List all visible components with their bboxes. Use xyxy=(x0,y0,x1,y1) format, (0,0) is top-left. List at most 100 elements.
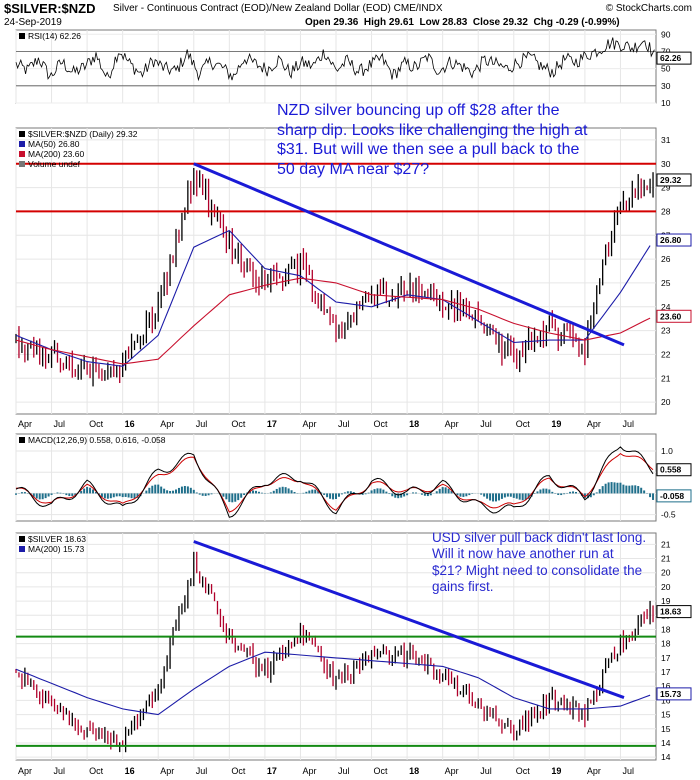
chart-symbol: $SILVER:$NZD xyxy=(4,1,96,16)
usd-xtick-label: Jul xyxy=(196,766,208,776)
usd-xtick-label: Jul xyxy=(480,766,492,776)
low-value: Low 28.83 xyxy=(419,17,468,28)
usd-xtick-label: 17 xyxy=(267,766,277,776)
rsi-ytick-label: 10 xyxy=(661,98,671,108)
nzd-trendline xyxy=(193,162,625,347)
nzd-xtick-label: Apr xyxy=(302,419,316,429)
nzd-ytick-label: 30 xyxy=(661,159,671,169)
usd-last-value-label: 18.63 xyxy=(660,607,682,617)
nzd-xtick-label: Jul xyxy=(622,419,634,429)
usd-xtick-label: Apr xyxy=(160,766,174,776)
nzd-legend-swatch xyxy=(19,161,25,167)
nzd-ytick-label: 21 xyxy=(661,373,671,383)
nzd-xtick-label: Oct xyxy=(231,419,246,429)
nzd-ytick-label: 24 xyxy=(661,302,671,312)
nzd-xtick-label: Oct xyxy=(374,419,389,429)
nzd-last-value-box xyxy=(656,173,692,187)
macd-legend-entry: MACD(12,26,9) 0.558, 0.616, -0.058 xyxy=(28,435,166,445)
usd-last-value-label: 15.73 xyxy=(660,689,682,699)
usd-xtick-label: Jul xyxy=(54,766,66,776)
nzd-xtick-label: Apr xyxy=(587,419,601,429)
nzd-xtick-label: Apr xyxy=(18,419,32,429)
nzd-xtick-label: 19 xyxy=(551,419,561,429)
rsi-ytick-label: 30 xyxy=(661,81,671,91)
rsi-last-value-box xyxy=(656,51,692,65)
usd-xtick-label: Oct xyxy=(89,766,104,776)
nzd-last-value-label: 29.32 xyxy=(660,175,682,185)
nzd-legend-swatch xyxy=(19,151,25,157)
usd-ytick-label: 17 xyxy=(661,653,671,663)
usd-ytick-label: 16 xyxy=(661,695,671,705)
macd-last-value-label: -0.058 xyxy=(660,491,684,501)
usd-ma200-line xyxy=(15,651,651,716)
nzd-xtick-label: Jul xyxy=(338,419,350,429)
nzd-xtick-label: 18 xyxy=(409,419,419,429)
nzd-xtick-label: Apr xyxy=(445,419,459,429)
usd-xtick-label: Jul xyxy=(622,766,634,776)
open-value: Open 29.36 xyxy=(305,17,359,28)
usd-trendline xyxy=(193,540,625,699)
nzd-ytick-label: 22 xyxy=(661,349,671,359)
stockcharts-brand[interactable]: © StockCharts.com xyxy=(605,3,692,14)
usd-ytick-label: 21 xyxy=(661,554,671,564)
usd-legend-entry: $SILVER 18.63 xyxy=(28,534,86,544)
usd-ytick-label: 15 xyxy=(661,710,671,720)
usd-legend-swatch xyxy=(19,546,25,552)
usd-annotation: USD silver pull back didn't last long. W… xyxy=(432,530,647,595)
usd-last-value-box xyxy=(656,687,692,701)
usd-legend-entry: MA(200) 15.73 xyxy=(28,544,84,554)
nzd-last-value-label: 23.60 xyxy=(660,311,682,321)
usd-xtick-label: Apr xyxy=(445,766,459,776)
usd-ytick-label: 19 xyxy=(661,596,671,606)
rsi-legend-swatch xyxy=(19,33,25,39)
high-value: High 29.61 xyxy=(363,17,414,28)
rsi-legend-entry: RSI(14) 62.26 xyxy=(28,31,81,41)
usd-xtick-label: Apr xyxy=(587,766,601,776)
macd-ytick-label: -0.5 xyxy=(661,510,676,520)
macd-last-value-box xyxy=(656,489,692,503)
usd-ytick-label: 15 xyxy=(661,724,671,734)
usd-legend-swatch xyxy=(19,536,25,542)
macd-last-value-box xyxy=(656,463,692,477)
nzd-ma50-line xyxy=(15,229,651,367)
macd-ytick-label: 1.0 xyxy=(661,446,673,456)
usd-ytick-label: 14 xyxy=(661,738,671,748)
nzd-xtick-label: 16 xyxy=(125,419,135,429)
usd-xtick-label: 16 xyxy=(125,766,135,776)
nzd-legend-entry: MA(50) 26.80 xyxy=(28,139,80,149)
usd-xtick-label: Apr xyxy=(302,766,316,776)
nzd-last-value-label: 26.80 xyxy=(660,235,682,245)
usd-xtick-label: Apr xyxy=(18,766,32,776)
nzd-xtick-label: 17 xyxy=(267,419,277,429)
usd-ytick-label: 21 xyxy=(661,539,671,549)
usd-ytick-label: 14 xyxy=(661,752,671,762)
change-value: Chg -0.29 (-0.99%) xyxy=(533,17,620,28)
price-quote: Open 29.36 High 29.61 Low 28.83 Close 29… xyxy=(305,17,620,28)
usd-ytick-label: 18 xyxy=(661,639,671,649)
macd-legend-swatch xyxy=(19,437,25,443)
close-value: Close 29.32 xyxy=(472,17,528,28)
usd-xtick-label: Oct xyxy=(374,766,389,776)
usd-xtick-label: Jul xyxy=(338,766,350,776)
nzd-xtick-label: Oct xyxy=(89,419,104,429)
nzd-ytick-label: 26 xyxy=(661,254,671,264)
macd-last-value-label: 0.558 xyxy=(660,465,682,475)
nzd-legend-entry: $SILVER:$NZD (Daily) 29.32 xyxy=(28,129,138,139)
usd-xtick-label: 19 xyxy=(551,766,561,776)
rsi-line xyxy=(15,37,655,82)
chart-description: Silver - Continuous Contract (EOD)/New Z… xyxy=(113,3,443,14)
usd-ytick-label: 18 xyxy=(661,624,671,634)
usd-xtick-label: Oct xyxy=(516,766,531,776)
nzd-legend-swatch xyxy=(19,141,25,147)
nzd-xtick-label: Oct xyxy=(516,419,531,429)
chart-marks xyxy=(15,37,656,753)
nzd-ytick-label: 25 xyxy=(661,278,671,288)
nzd-annotation: NZD silver bouncing up off $28 after the… xyxy=(277,102,588,178)
macd-line xyxy=(15,446,654,518)
nzd-ytick-label: 28 xyxy=(661,206,671,216)
chart-date: 24-Sep-2019 xyxy=(4,17,62,28)
nzd-legend-entry: Volume undef xyxy=(28,159,81,169)
nzd-xtick-label: Jul xyxy=(480,419,492,429)
